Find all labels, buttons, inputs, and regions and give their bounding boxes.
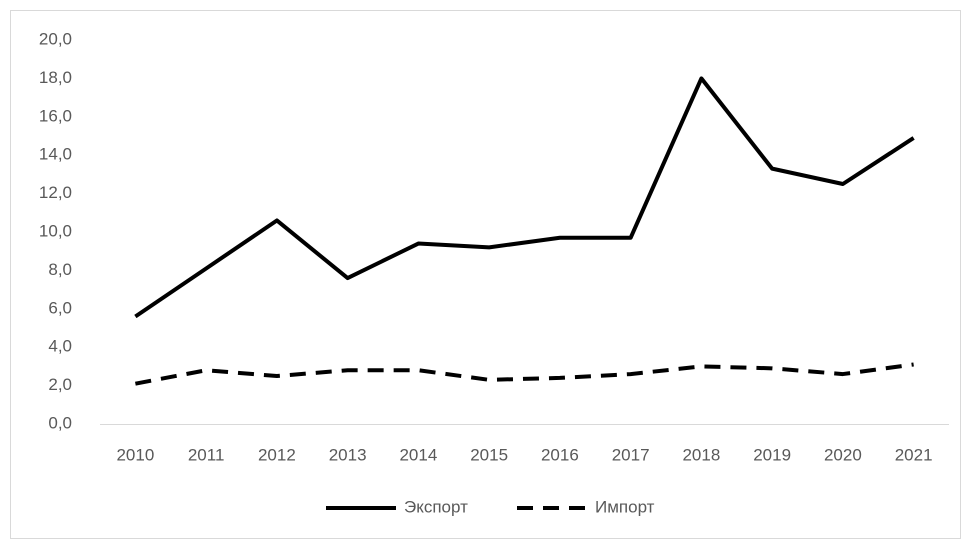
series-line <box>135 362 914 386</box>
y-tick-label: 6,0 <box>48 298 72 317</box>
y-tick-label: 10,0 <box>39 221 72 240</box>
y-tick-label: 20,0 <box>39 29 72 48</box>
y-tick-label: 12,0 <box>39 183 72 202</box>
y-tick-label: 0,0 <box>48 413 72 432</box>
x-tick-label: 2015 <box>470 445 508 464</box>
y-tick-label: 16,0 <box>39 106 72 125</box>
x-tick-label: 2021 <box>895 445 933 464</box>
y-tick-label: 4,0 <box>48 337 72 356</box>
x-tick-label: 2010 <box>116 445 154 464</box>
x-tick-label: 2014 <box>399 445 437 464</box>
y-tick-label: 18,0 <box>39 68 72 87</box>
y-tick-label: 8,0 <box>48 260 72 279</box>
x-tick-label: 2019 <box>753 445 791 464</box>
x-tick-label: 2013 <box>329 445 367 464</box>
legend-label: Экспорт <box>404 497 468 516</box>
x-tick-label: 2017 <box>612 445 650 464</box>
x-tick-label: 2012 <box>258 445 296 464</box>
x-tick-label: 2018 <box>682 445 720 464</box>
y-tick-label: 2,0 <box>48 375 72 394</box>
series-line <box>134 76 915 319</box>
x-tick-label: 2016 <box>541 445 579 464</box>
legend-label: Импорт <box>595 497 655 516</box>
chart-border <box>10 10 961 539</box>
x-tick-label: 2020 <box>824 445 862 464</box>
x-tick-label: 2011 <box>188 445 225 464</box>
y-tick-label: 14,0 <box>39 145 72 164</box>
